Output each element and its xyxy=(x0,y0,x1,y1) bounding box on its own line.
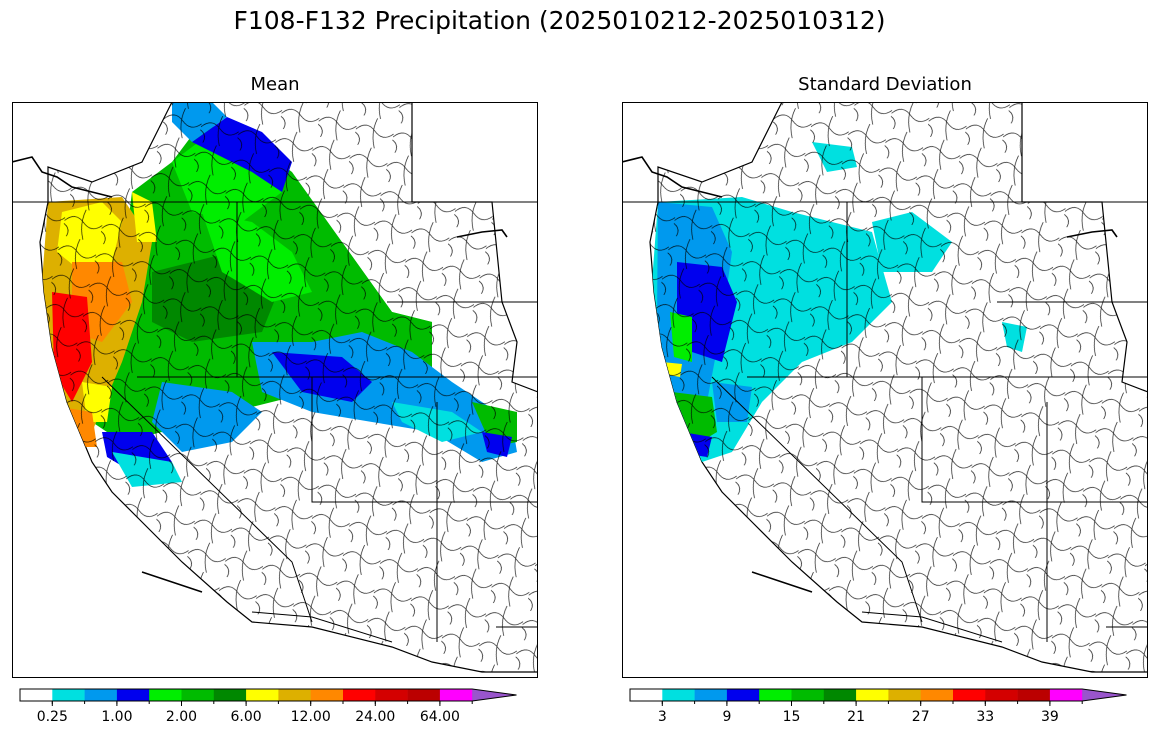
colorbar-segment xyxy=(439,689,473,701)
colorbar-tick-label: 21 xyxy=(847,709,865,725)
colorbar-segment xyxy=(375,689,408,701)
mean-colorbar: 0.25 1.00 2.00 6.00 12.00 24.00 64.00 xyxy=(19,688,535,734)
colorbar-segment xyxy=(759,689,792,701)
colorbar-tick-label: 3 xyxy=(658,709,667,725)
colorbar-tick-label: 39 xyxy=(1041,709,1059,725)
colorbar-segment xyxy=(213,689,247,701)
colorbar-tick-label: 24.00 xyxy=(355,709,395,725)
stddev-map xyxy=(622,102,1148,678)
colorbar-segment xyxy=(278,689,311,701)
colorbar-tick-label: 12.00 xyxy=(291,709,331,725)
colorbar-segment xyxy=(985,689,1018,701)
colorbar-tick-label: 33 xyxy=(976,709,994,725)
colorbar-segment xyxy=(149,689,182,701)
stddev-colorbar: 3 9 15 21 27 33 39 xyxy=(629,688,1145,734)
colorbar-segment xyxy=(694,689,728,701)
colorbar-segment xyxy=(1049,689,1083,701)
figure-title: F108-F132 Precipitation (2025010212-2025… xyxy=(233,6,886,35)
colorbar-tick-label: 1.00 xyxy=(101,709,132,725)
colorbar-segment xyxy=(343,689,376,701)
colorbar-segment xyxy=(953,689,986,701)
colorbar-segment xyxy=(888,689,921,701)
colorbar-segment xyxy=(84,689,118,701)
colorbar-segment xyxy=(662,689,695,701)
colorbar-segment xyxy=(472,689,517,701)
stddev-panel-title: Standard Deviation xyxy=(798,74,972,95)
colorbar-tick-label: 2.00 xyxy=(166,709,197,725)
colorbar-segment xyxy=(726,689,760,701)
mean-panel-title: Mean xyxy=(250,74,300,95)
colorbar-segment xyxy=(791,689,825,701)
colorbar-segment xyxy=(1017,689,1051,701)
colorbar-segment xyxy=(181,689,215,701)
colorbar-tick-label: 6.00 xyxy=(231,709,262,725)
colorbar-segment xyxy=(1082,689,1127,701)
colorbar-segment xyxy=(52,689,85,701)
colorbar-tick-label: 15 xyxy=(783,709,801,725)
colorbar-segment xyxy=(823,689,857,701)
colorbar-segment xyxy=(246,689,279,701)
colorbar-tick-label: 9 xyxy=(722,709,731,725)
colorbar-segment xyxy=(20,689,53,701)
colorbar-segment xyxy=(116,689,150,701)
colorbar-segment xyxy=(856,689,889,701)
mean-map xyxy=(12,102,538,678)
colorbar-segment xyxy=(407,689,441,701)
colorbar-outline xyxy=(19,688,517,702)
colorbar-tick-label: 0.25 xyxy=(37,709,68,725)
colorbar-outline xyxy=(629,688,1127,702)
colorbar-tick-label: 64.00 xyxy=(420,709,460,725)
colorbar-segment xyxy=(630,689,663,701)
colorbar-segment xyxy=(310,689,344,701)
colorbar-tick-label: 27 xyxy=(912,709,930,725)
colorbar-segment xyxy=(920,689,954,701)
